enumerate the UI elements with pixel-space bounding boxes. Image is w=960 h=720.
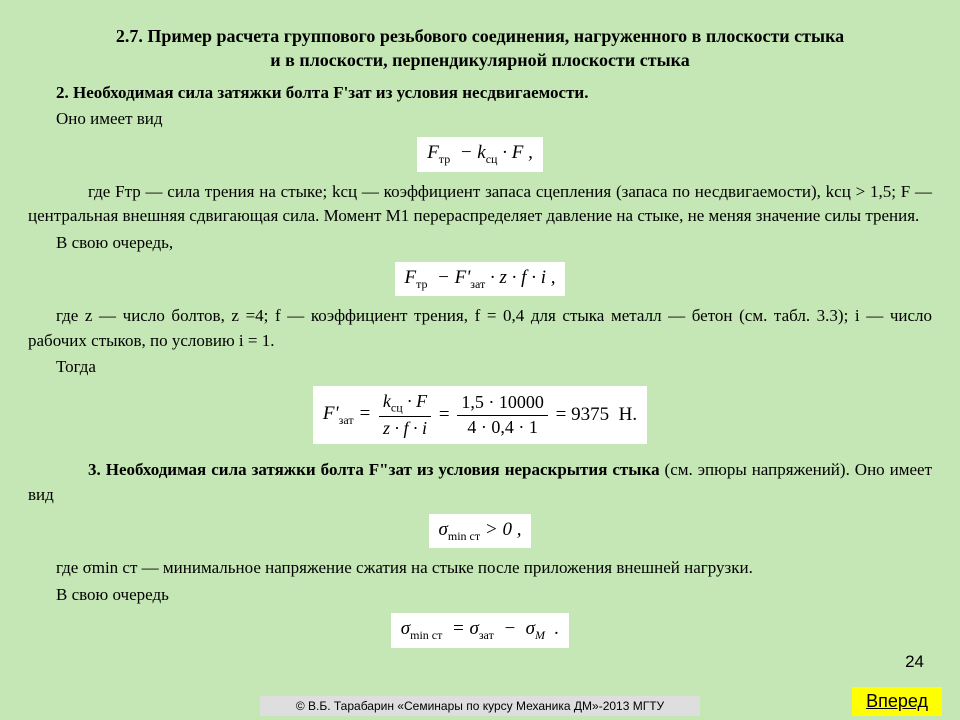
in-turn-2: В свою очередь — [28, 583, 932, 608]
title-line-1: 2.7. Пример расчета группового резьбовог… — [116, 26, 844, 46]
formula-3-frac2-num: 1,5 · 10000 — [457, 391, 548, 415]
formula-3-frac1-num: kсц · F — [379, 390, 431, 417]
forward-button[interactable]: Вперед — [852, 687, 942, 716]
where-1: где Fтр — сила трения на стыке; kсц — ко… — [28, 180, 932, 229]
formula-3-frac2: 1,5 · 10000 4 · 0,4 · 1 — [457, 391, 548, 439]
page-number: 24 — [905, 652, 924, 672]
formula-2: Fтр − F'зат · z · f · i , — [395, 262, 566, 296]
then-text: Тогда — [28, 355, 932, 380]
title-line-2: и в плоскости, перпендикулярной плоскост… — [270, 50, 690, 70]
section-title: 2.7. Пример расчета группового резьбовог… — [28, 24, 932, 73]
formula-3-frac1: kсц · F z · f · i — [379, 390, 431, 441]
formula-4-wrap: σmin ст > 0 , — [28, 514, 932, 548]
subsection-3-heading: 3. Необходимая сила затяжки болта F"зат … — [28, 458, 932, 507]
in-turn-1: В свою очередь, — [28, 231, 932, 256]
formula-1: Fтр − kсц · F , — [417, 137, 543, 171]
formula-3-frac1-den: z · f · i — [379, 417, 431, 440]
formula-5-wrap: σmin ст = σзат − σM . — [28, 613, 932, 647]
formula-3-lhs: F'зат = — [323, 403, 371, 424]
subsection-2-heading: 2. Необходимая сила затяжки болта F'зат … — [28, 83, 932, 103]
formula-5: σmin ст = σзат − σM . — [391, 613, 570, 647]
formula-3-wrap: F'зат = kсц · F z · f · i = 1,5 · 10000 … — [28, 386, 932, 445]
formula-2-wrap: Fтр − F'зат · z · f · i , — [28, 262, 932, 296]
formula-3-result: = 9375 Н. — [556, 404, 637, 425]
formula-3: F'зат = kсц · F z · f · i = 1,5 · 10000 … — [313, 386, 647, 445]
where-3: где σmin ст — минимальное напряжение сжа… — [28, 556, 932, 581]
formula-1-wrap: Fтр − kсц · F , — [28, 137, 932, 171]
where-2: где z — число болтов, z =4; f — коэффици… — [28, 304, 932, 353]
footer-copyright: © В.Б. Тарабарин «Семинары по курсу Меха… — [260, 696, 700, 716]
formula-4: σmin ст > 0 , — [429, 514, 532, 548]
intro-text: Оно имеет вид — [28, 107, 932, 132]
sec3-bold: 3. Необходимая сила затяжки болта F"зат … — [88, 460, 660, 479]
formula-3-frac2-den: 4 · 0,4 · 1 — [457, 416, 548, 439]
